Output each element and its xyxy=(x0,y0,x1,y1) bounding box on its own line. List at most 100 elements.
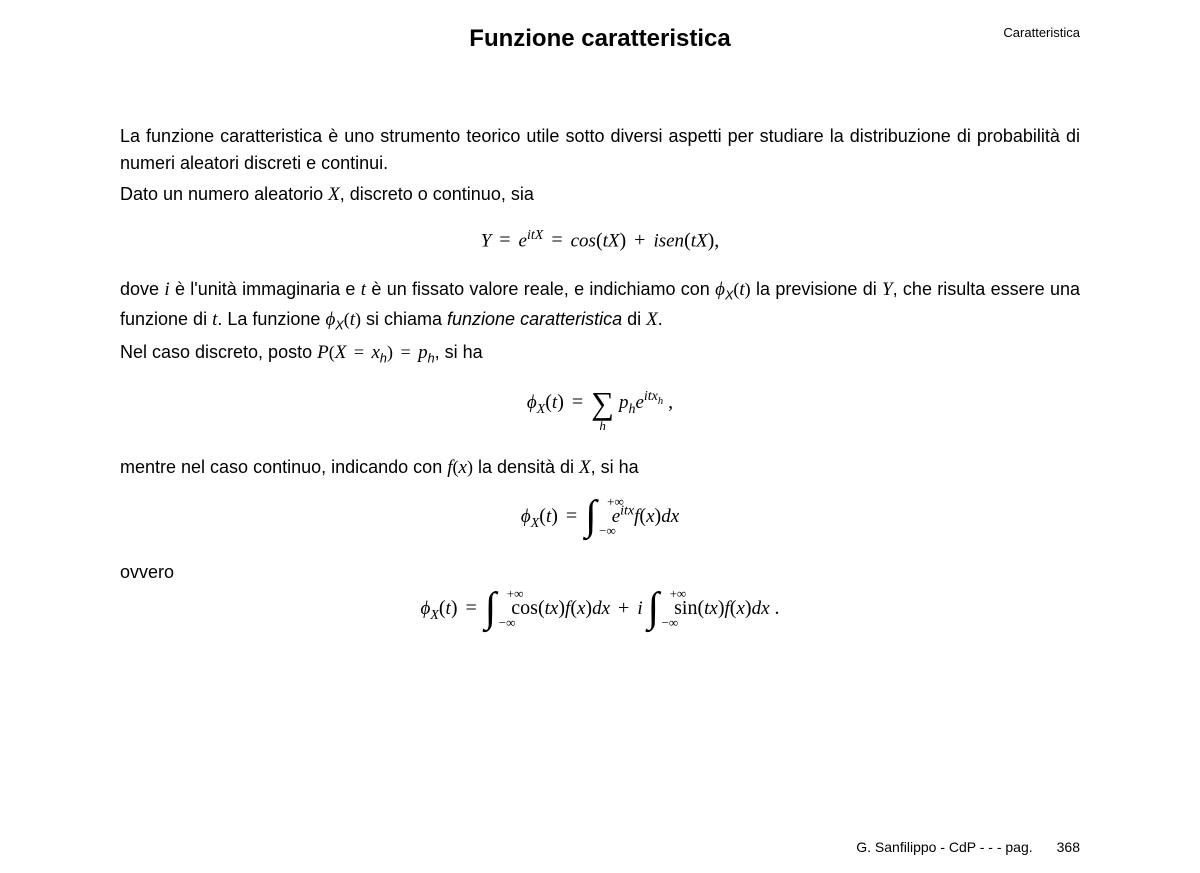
text: si chiama xyxy=(361,309,447,329)
header-label: Caratteristica xyxy=(1003,25,1080,40)
text: di xyxy=(622,309,646,329)
math-var: ϕ xyxy=(420,598,430,619)
math-var: x xyxy=(371,342,379,363)
math-var: Y xyxy=(481,230,492,251)
math-exp-main: itx xyxy=(644,389,658,404)
math-op: = xyxy=(491,229,518,251)
math-op: + xyxy=(610,597,637,619)
math-sub: X xyxy=(430,608,439,623)
math-op: = xyxy=(346,342,371,362)
paragraph-discrete: Nel caso discreto, posto P(X = xh) = ph,… xyxy=(120,339,1080,368)
math-paren: ( xyxy=(545,391,552,413)
math-paren: ( xyxy=(596,229,603,251)
math-var: P xyxy=(317,342,329,363)
math-paren: ) xyxy=(551,505,558,527)
int-lower: −∞ xyxy=(599,523,616,539)
equation-2: ϕX(t) = ∑h pheitxh , xyxy=(120,387,1080,420)
page-number: 368 xyxy=(1057,839,1080,855)
math-op: = xyxy=(393,342,418,362)
math-var: p xyxy=(418,342,428,363)
text: La funzione caratteristica è uno strumen… xyxy=(120,126,844,146)
math-paren: ) xyxy=(451,597,458,619)
math-paren: ) xyxy=(718,597,725,619)
paragraph-continuous: mentre nel caso continuo, indicando con … xyxy=(120,454,1080,483)
math-exp: itX xyxy=(527,228,543,243)
math-paren: ) xyxy=(557,391,564,413)
math-paren: ( xyxy=(539,505,546,527)
math-paren: ( xyxy=(439,597,446,619)
integral-block: ∫+∞−∞ xyxy=(648,592,660,627)
math-var: tX xyxy=(603,230,620,251)
math-sub: X xyxy=(335,318,343,332)
math-op: + xyxy=(626,229,653,251)
int-upper: +∞ xyxy=(607,494,624,510)
math-var: tX xyxy=(691,230,708,251)
math-var: ϕ xyxy=(527,392,537,413)
text: , si ha xyxy=(435,342,483,362)
text: . xyxy=(658,309,663,329)
text: . La funzione xyxy=(217,309,325,329)
text: , discreto o continuo, sia xyxy=(340,184,534,204)
math-sub: X xyxy=(537,402,546,417)
int-upper: +∞ xyxy=(670,586,687,602)
integral-icon: ∫ xyxy=(585,493,597,539)
paragraph-ovvero: ovvero xyxy=(120,559,1080,586)
math-fn: sen xyxy=(659,230,684,251)
math-tail: , xyxy=(663,391,673,413)
footer-text: G. Sanfilippo - CdP - - - pag. xyxy=(856,839,1032,855)
math-var: tx xyxy=(545,598,559,619)
math-paren: ( xyxy=(570,597,577,619)
math-var: ϕ xyxy=(325,309,335,330)
math-fn: cos xyxy=(571,230,596,251)
math-tail: , xyxy=(714,229,719,251)
math-var: dx xyxy=(661,506,679,527)
math-op: = xyxy=(558,505,585,527)
math-tail: . xyxy=(770,597,780,619)
page-title: Funzione caratteristica xyxy=(120,25,1080,53)
math-var: dx xyxy=(592,598,610,619)
math-op: = xyxy=(458,597,485,619)
integral-icon: ∫ xyxy=(648,585,660,631)
integral-block: ∫+∞−∞ xyxy=(485,592,497,627)
sum-icon: ∑ xyxy=(591,385,614,421)
math-sub: h xyxy=(428,352,435,366)
sum-index: h xyxy=(591,418,614,434)
math-var: x xyxy=(736,598,744,619)
paragraph-def: dove i è l'unità immaginaria e t è un fi… xyxy=(120,276,1080,335)
int-lower: −∞ xyxy=(499,615,516,631)
math-paren: ( xyxy=(684,229,691,251)
text: Nel caso discreto, posto xyxy=(120,342,317,362)
math-var: x xyxy=(459,457,467,478)
int-upper: +∞ xyxy=(507,586,524,602)
math-var: X xyxy=(646,309,658,330)
text: mentre nel caso continuo, indicando con xyxy=(120,457,447,477)
math-var: e xyxy=(635,392,643,413)
math-paren: ( xyxy=(538,597,545,619)
int-lower: −∞ xyxy=(662,615,679,631)
math-paren: ) xyxy=(745,597,752,619)
math-var: e xyxy=(519,230,527,251)
math-exp: itxh xyxy=(644,389,663,404)
text: dove xyxy=(120,279,164,299)
text: è l'unità immaginaria e xyxy=(170,279,361,299)
math-sub: h xyxy=(380,352,387,366)
equation-1: Y = eitX = cos(tX) + isen(tX), xyxy=(120,228,1080,253)
math-var: dx xyxy=(752,598,770,619)
math-var: X xyxy=(328,184,340,205)
math-var: X xyxy=(335,342,347,363)
math-var: i xyxy=(637,598,642,619)
text: la densità di xyxy=(473,457,579,477)
math-var: tx xyxy=(704,598,718,619)
text: la previsione di xyxy=(751,279,882,299)
math-var: X xyxy=(579,457,591,478)
text: , si ha xyxy=(591,457,639,477)
math-var: Y xyxy=(882,279,893,300)
footer: G. Sanfilippo - CdP - - - pag. 368 xyxy=(856,839,1080,855)
math-var: ϕ xyxy=(521,506,531,527)
math-var: ϕ xyxy=(715,279,725,300)
math-sub: X xyxy=(531,516,540,531)
text: è un fissato valore reale, e indichiamo … xyxy=(366,279,715,299)
math-op: = xyxy=(543,229,570,251)
math-var: x xyxy=(646,506,654,527)
paragraph-intro: La funzione caratteristica è uno strumen… xyxy=(120,123,1080,177)
